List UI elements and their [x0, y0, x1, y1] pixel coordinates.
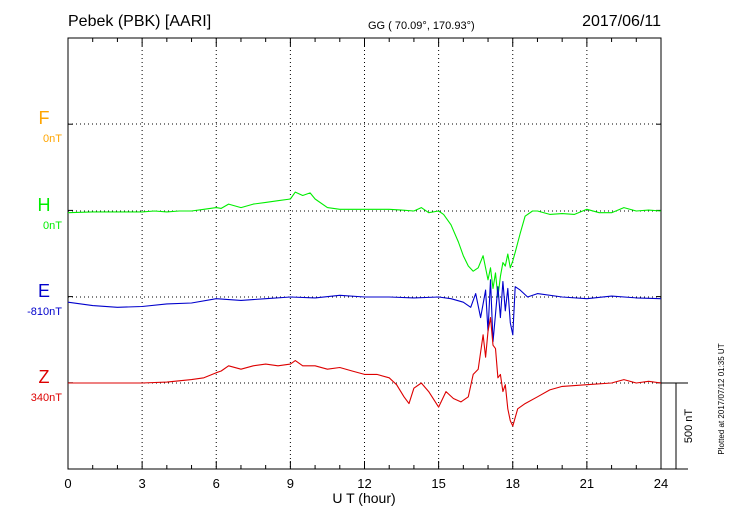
- channel-offset-Z: 340nT: [31, 392, 62, 404]
- plotted-timestamp: Plotted at 2017/07/12 01:35 UT: [717, 343, 726, 454]
- trace-Z: [68, 317, 662, 427]
- station-title: Pebek (PBK) [AARI]: [68, 13, 211, 30]
- trace-H: [67, 191, 662, 298]
- scale-bar: 500 nT: [661, 382, 695, 470]
- x-tick-label-12: 12: [357, 476, 371, 491]
- channel-offset-H: 0nT: [43, 220, 62, 232]
- traces: [67, 191, 662, 427]
- x-tick-label-24: 24: [654, 476, 668, 491]
- x-tick-label-3: 3: [139, 476, 146, 491]
- x-axis-ticks: 0 3 6 9 12 15 18 21 24: [64, 38, 668, 491]
- channel-labels: F 0nT H 0nT E -810nT Z 340nT: [27, 108, 62, 404]
- x-tick-label-18: 18: [506, 476, 520, 491]
- date-label: 2017/06/11: [582, 13, 661, 30]
- trace-E: [67, 279, 662, 343]
- channel-offset-F: 0nT: [43, 133, 62, 145]
- channel-label-F: F: [39, 108, 50, 128]
- channel-label-H: H: [38, 195, 51, 215]
- x-tick-label-0: 0: [64, 476, 71, 491]
- channel-offset-E: -810nT: [27, 306, 62, 318]
- channel-label-Z: Z: [39, 367, 50, 387]
- x-tick-label-6: 6: [213, 476, 220, 491]
- coordinates-label: GG ( 70.09°, 170.93°): [368, 20, 475, 32]
- x-tick-label-21: 21: [580, 476, 594, 491]
- grid-lines: [68, 38, 661, 469]
- x-axis-title: U T (hour): [332, 490, 395, 506]
- x-tick-label-9: 9: [287, 476, 294, 491]
- scale-bar-label: 500 nT: [683, 409, 695, 444]
- x-tick-label-15: 15: [431, 476, 445, 491]
- channel-label-E: E: [38, 281, 50, 301]
